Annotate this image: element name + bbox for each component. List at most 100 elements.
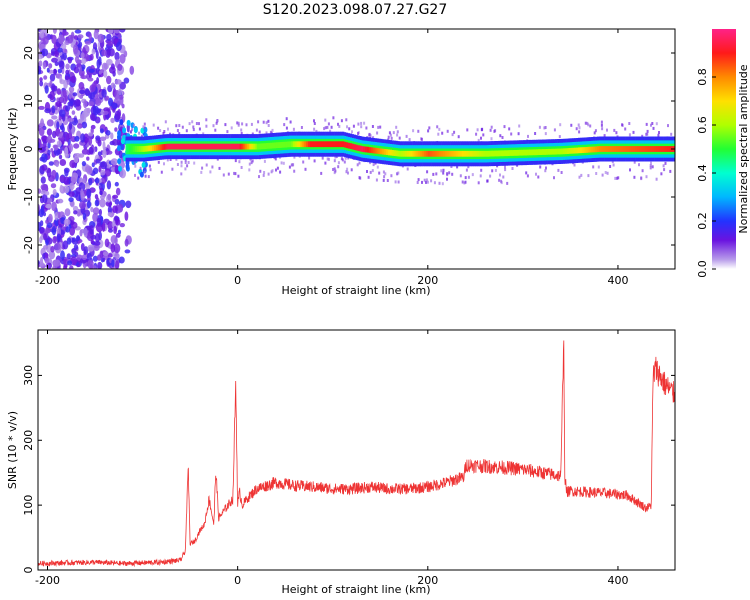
ridge-cell xyxy=(650,146,653,152)
noise-cell xyxy=(42,61,47,70)
halo-cell xyxy=(340,157,343,161)
ridge-cell xyxy=(503,150,507,157)
ridge-cell xyxy=(374,147,377,154)
noise-cell xyxy=(53,259,61,267)
noise-cell xyxy=(58,154,63,160)
noise-cell xyxy=(87,244,95,252)
transition-cell xyxy=(141,162,146,168)
noise-cell xyxy=(100,177,107,185)
noise-cell xyxy=(96,217,102,227)
halo-cell xyxy=(237,174,240,178)
halo-cell xyxy=(651,165,654,169)
noise-cell xyxy=(101,88,107,98)
halo-cell xyxy=(649,164,652,167)
ridge-cell xyxy=(338,141,341,148)
noise-cell xyxy=(52,188,57,196)
halo-cell xyxy=(293,155,296,159)
noise-cell xyxy=(46,128,53,136)
halo-cell xyxy=(580,173,583,177)
noise-cell xyxy=(93,243,100,251)
ridge-cell xyxy=(644,146,647,152)
ridge-cell xyxy=(519,149,522,156)
halo-cell xyxy=(139,166,142,170)
noise-cell xyxy=(105,49,111,58)
halo-cell xyxy=(388,131,391,135)
halo-cell xyxy=(592,165,595,169)
noise-cell xyxy=(43,245,49,250)
noise-cell xyxy=(39,80,44,87)
colorbar: 0.0 0.2 0.4 0.6 0.8 Normalized spectral ampl… xyxy=(696,29,750,278)
halo-cell xyxy=(205,163,208,167)
halo-cell xyxy=(340,119,343,123)
halo-cell xyxy=(308,156,311,160)
ridge-cell xyxy=(277,142,280,148)
noise-cell xyxy=(48,138,56,143)
halo-cell xyxy=(257,120,260,124)
noise-cell xyxy=(43,75,48,80)
noise-cell xyxy=(74,99,81,107)
ridge-cell xyxy=(477,150,480,157)
ridge-cell xyxy=(399,150,402,157)
noise-cell xyxy=(89,53,94,61)
ridge-cell xyxy=(174,143,178,150)
halo-cell xyxy=(332,116,335,120)
halo-cell xyxy=(606,128,608,132)
ridge-cell xyxy=(294,141,297,148)
halo-cell xyxy=(233,171,235,175)
ridge-cell xyxy=(165,143,168,150)
y-tick-label: 0 xyxy=(22,146,35,153)
halo-cell xyxy=(383,175,386,179)
noise-cell xyxy=(88,68,95,73)
noise-cell xyxy=(99,190,103,195)
ridge-cell xyxy=(572,147,575,154)
noise-cell xyxy=(80,114,84,119)
noise-cell xyxy=(80,52,85,59)
halo-cell xyxy=(645,175,648,179)
ridge-cell xyxy=(384,149,387,155)
colorbar-ticks: 0.0 0.2 0.4 0.6 0.8 xyxy=(696,68,716,278)
ridge-cell xyxy=(403,150,406,157)
ridge-cell xyxy=(214,143,217,150)
noise-cell xyxy=(89,225,94,235)
noise-cell xyxy=(97,261,103,269)
noise-cell xyxy=(81,254,87,261)
halo-cell xyxy=(157,160,160,164)
noise-cell xyxy=(103,107,110,112)
noise-cell xyxy=(101,62,108,71)
halo-cell xyxy=(417,178,420,182)
noise-cell xyxy=(81,161,86,167)
halo-cell xyxy=(358,176,361,180)
ridge-cell xyxy=(418,150,421,157)
noise-cell xyxy=(77,34,84,39)
noise-cell xyxy=(119,168,127,179)
halo-cell xyxy=(670,132,673,136)
ridge-cell xyxy=(306,141,309,148)
halo-cell xyxy=(506,181,509,185)
noise-cell xyxy=(107,41,114,46)
noise-cell xyxy=(44,85,49,94)
noise-cell xyxy=(57,68,63,74)
spectrogram-panel: -200 0 200 400 -20 -10 0 10 20 Height of straigh… xyxy=(6,28,676,297)
noise-cell xyxy=(39,29,44,39)
noise-cell xyxy=(56,233,61,242)
ridge-cell xyxy=(239,143,242,150)
ridge-cell xyxy=(330,141,333,148)
ridge-cell xyxy=(216,143,219,150)
halo-cell xyxy=(237,123,240,127)
halo-cell xyxy=(224,123,227,127)
ridge-cell xyxy=(541,149,545,155)
noise-cell xyxy=(80,75,88,80)
ridge-cell xyxy=(627,146,630,152)
halo-cell xyxy=(330,125,333,129)
noise-cell xyxy=(107,253,113,258)
noise-cell xyxy=(52,144,58,149)
halo-cell xyxy=(193,161,196,165)
halo-cell xyxy=(435,172,438,176)
ridge-cell xyxy=(471,150,474,157)
ridge-cell xyxy=(207,143,210,150)
halo-cell xyxy=(390,174,393,178)
halo-cell xyxy=(313,159,316,163)
ridge-cell xyxy=(448,150,451,157)
ridge-cell xyxy=(378,148,381,155)
noise-cell xyxy=(112,205,118,213)
